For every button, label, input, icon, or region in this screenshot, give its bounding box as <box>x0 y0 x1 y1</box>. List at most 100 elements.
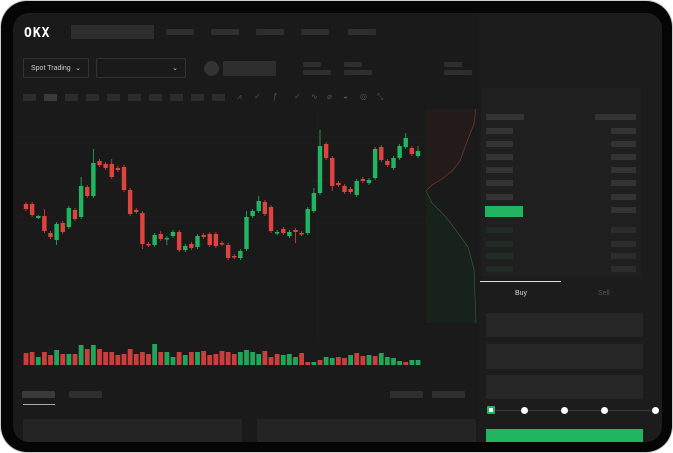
nav-item[interactable] <box>166 29 194 35</box>
volume-bar <box>268 357 274 365</box>
candle-body <box>121 167 127 190</box>
volume-bar <box>299 353 305 365</box>
slider-track[interactable] <box>491 410 659 411</box>
volume-bar <box>41 352 47 365</box>
ruler-icon[interactable]: ⌀ <box>327 92 332 101</box>
volume-bar <box>23 353 29 365</box>
nav-item[interactable] <box>256 29 284 35</box>
candle-body <box>299 233 304 235</box>
timeframe-button[interactable] <box>170 94 183 101</box>
tab-sell[interactable]: Sell <box>598 290 610 297</box>
filter-button[interactable] <box>432 391 465 398</box>
candle-body <box>91 163 96 196</box>
amount-input[interactable] <box>486 344 643 369</box>
wave-icon[interactable]: ∿ <box>311 92 318 101</box>
bid-price <box>486 253 513 259</box>
slider-step-75[interactable] <box>601 407 608 414</box>
bid-amount <box>611 266 636 272</box>
tab-history[interactable] <box>69 391 102 398</box>
slider-step-100[interactable] <box>652 407 659 414</box>
chevron-down-icon: ⌄ <box>172 65 178 72</box>
candle-body <box>274 232 280 234</box>
nav-item[interactable] <box>301 29 329 35</box>
volume-bar <box>152 344 158 365</box>
timeframe-button[interactable] <box>86 94 99 101</box>
order-card <box>23 419 242 442</box>
line-tool-icon[interactable]: ⩘ <box>237 92 242 101</box>
timeframe-button[interactable] <box>107 94 120 101</box>
volume-bar <box>97 349 102 365</box>
magnet-icon[interactable]: ◒ <box>343 92 348 101</box>
volume-bar <box>213 354 219 365</box>
candle-body <box>195 236 200 247</box>
candle-body <box>330 158 335 186</box>
candle-body <box>115 168 121 170</box>
candle-body <box>152 235 157 245</box>
timeframe-button[interactable] <box>149 94 162 101</box>
pair-dropdown[interactable]: ⌄ <box>96 58 186 78</box>
target-icon[interactable]: ◎ <box>360 92 367 101</box>
volume-bar <box>54 350 60 365</box>
buy-button[interactable] <box>486 429 643 442</box>
bid-depth-area <box>426 191 476 323</box>
coin-icon <box>204 61 219 76</box>
ask-price <box>486 180 513 186</box>
candle-body <box>29 204 35 215</box>
slider-handle[interactable] <box>487 406 495 414</box>
candle-body <box>201 235 206 237</box>
slider-step-25[interactable] <box>521 407 528 414</box>
timeframe-button[interactable] <box>191 94 204 101</box>
bid-depth-line <box>425 190 477 324</box>
volume-bar <box>391 358 396 365</box>
volume-bar <box>146 354 151 365</box>
tab-open-orders[interactable] <box>22 391 55 398</box>
volume-bar <box>90 345 96 365</box>
price-input[interactable] <box>486 313 643 337</box>
volume-bar <box>176 352 182 365</box>
volume-bar <box>170 357 176 365</box>
ask-amount <box>611 154 636 160</box>
active-tab-underline <box>23 404 55 405</box>
timeframe-button[interactable] <box>65 94 78 101</box>
timeframe-button[interactable] <box>128 94 141 101</box>
volume-bar <box>262 351 268 365</box>
candle-body <box>225 245 231 258</box>
market-type-dropdown[interactable]: Spot Trading ⌄ <box>23 58 89 78</box>
fx-icon[interactable]: ƒ <box>273 92 278 101</box>
bid-price <box>486 241 513 247</box>
ask-amount <box>611 141 636 147</box>
volume-bar <box>103 352 109 365</box>
check-tool-icon[interactable]: ✓ <box>254 92 261 101</box>
candle-body <box>164 238 170 240</box>
volume-bar <box>335 357 341 365</box>
timeframe-button-active[interactable] <box>44 94 57 101</box>
volume-bar <box>244 350 249 365</box>
volume-bar <box>207 355 213 365</box>
candle-body <box>54 224 59 240</box>
nav-item[interactable] <box>211 29 239 35</box>
candle-body <box>262 202 268 214</box>
volume-bar <box>115 355 121 365</box>
slider-step-50[interactable] <box>561 407 568 414</box>
filter-button[interactable] <box>390 391 423 398</box>
candle-body <box>78 186 84 217</box>
candle-body <box>60 223 65 232</box>
candlestick-chart[interactable] <box>16 111 426 371</box>
volume-bar <box>48 355 53 365</box>
candle-body <box>256 201 261 211</box>
volume-bar <box>225 352 231 365</box>
check-tool-icon[interactable]: ✓ <box>294 92 301 101</box>
timeframe-button[interactable] <box>23 94 36 101</box>
search-bar[interactable] <box>71 25 154 39</box>
tab-buy[interactable]: Buy <box>515 290 528 297</box>
nav-item[interactable] <box>348 29 376 35</box>
trading-screen: OKX Spot Trading ⌄ ⌄ ⩘ ✓ ƒ ✓ ∿ ⌀ ◒ ◎ ⤡ <box>13 13 662 442</box>
candle-body <box>109 164 114 177</box>
volume-bar <box>201 351 207 365</box>
volume-bar <box>78 345 84 365</box>
candle-body <box>85 187 90 196</box>
total-input[interactable] <box>486 375 643 399</box>
timeframe-button[interactable] <box>212 94 225 101</box>
volume-bar <box>231 354 237 365</box>
fullscreen-icon[interactable]: ⤡ <box>377 92 384 101</box>
